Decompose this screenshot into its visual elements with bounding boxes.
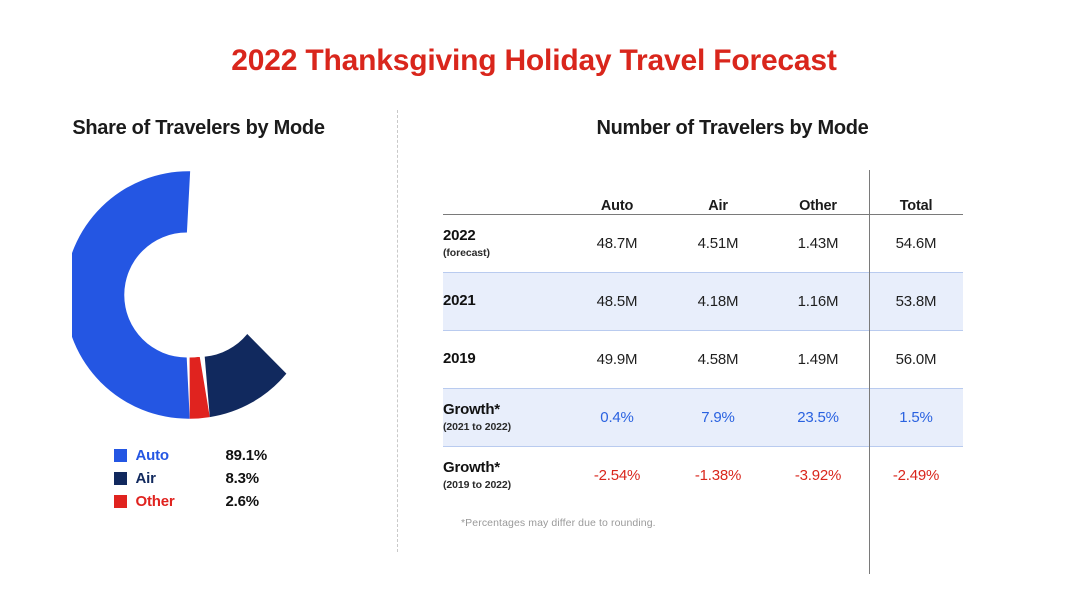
header-total: Total bbox=[899, 198, 933, 214]
legend-swatch-other bbox=[113, 495, 127, 508]
legend-label-air: Air bbox=[135, 470, 156, 487]
row-label-2022: 2022 (forecast) bbox=[443, 215, 565, 273]
travelers-table-wrap: Auto Air Other Total 2022 (forecast) 48.… bbox=[443, 168, 963, 574]
donut-legend: Auto 89.1% Air 8.3% Other 2.6% bbox=[113, 444, 284, 513]
row-label-main: Growth* bbox=[443, 459, 500, 477]
legend-item-air: Air 8.3% bbox=[113, 467, 284, 490]
cell-2021-auto: 48.5M bbox=[565, 272, 669, 331]
cell-growth2022-total: 1.5% bbox=[869, 388, 963, 447]
cell-2021-other: 1.16M bbox=[767, 272, 869, 331]
row-label-sub: (2019 to 2022) bbox=[443, 479, 512, 492]
row-label-main: 2022 bbox=[443, 227, 476, 245]
row-label-main: 2019 bbox=[443, 350, 476, 368]
cell-2022-other: 1.43M bbox=[797, 235, 839, 252]
cell-growth2019-air: -1.38% bbox=[694, 467, 742, 485]
cell-growth2022-auto: 0.4% bbox=[565, 388, 669, 447]
table-row: 2022 (forecast) 48.7M 4.51M 1.43M 54.6M bbox=[443, 215, 963, 273]
cell-2021-total: 53.8M bbox=[869, 272, 963, 331]
cell-2019-air: 4.58M bbox=[697, 351, 739, 368]
total-column-divider bbox=[869, 170, 870, 574]
legend-swatch-air bbox=[113, 472, 127, 485]
legend-value-air: 8.3% bbox=[225, 470, 260, 487]
cell-growth2019-total: -2.49% bbox=[892, 467, 940, 485]
row-label-2019: 2019 bbox=[443, 331, 565, 389]
legend-item-other: Other 2.6% bbox=[113, 490, 284, 513]
cell-growth2022-other: 23.5% bbox=[767, 388, 869, 447]
number-of-travelers-panel: Number of Travelers by Mode Auto Air Oth… bbox=[397, 105, 1068, 575]
cell-2022-auto: 48.7M bbox=[596, 235, 638, 252]
travelers-table: Auto Air Other Total 2022 (forecast) 48.… bbox=[443, 168, 963, 505]
donut-chart-svg bbox=[71, 171, 286, 419]
header-other: Other bbox=[799, 198, 837, 214]
header-auto: Auto bbox=[600, 198, 634, 214]
donut-hole bbox=[136, 233, 261, 357]
legend-value-auto: 89.1% bbox=[225, 447, 268, 464]
legend-label-other: Other bbox=[135, 493, 175, 510]
cell-2022-air: 4.51M bbox=[697, 235, 739, 252]
cell-growth2019-other: -3.92% bbox=[794, 467, 842, 485]
row-label-main: 2021 bbox=[443, 292, 476, 310]
row-label-2021: 2021 bbox=[443, 272, 565, 331]
cell-2021-air: 4.18M bbox=[669, 272, 767, 331]
row-label-growth-2021-2022: Growth* (2021 to 2022) bbox=[443, 388, 565, 447]
row-label-sub: (forecast) bbox=[443, 246, 490, 259]
donut-chart bbox=[71, 168, 326, 422]
donut-slice-air bbox=[203, 329, 286, 418]
cell-growth2022-air: 7.9% bbox=[669, 388, 767, 447]
share-of-travelers-panel: Share of Travelers by Mode Auto 89.1% Ai… bbox=[0, 105, 397, 565]
cell-2019-other: 1.49M bbox=[797, 351, 839, 368]
panel-divider bbox=[397, 110, 398, 552]
header-blank bbox=[443, 168, 565, 214]
legend-swatch-auto bbox=[113, 449, 127, 462]
row-label-growth-2019-2022: Growth* (2019 to 2022) bbox=[443, 447, 565, 505]
legend-value-other: 2.6% bbox=[225, 493, 260, 510]
share-panel-heading: Share of Travelers by Mode bbox=[72, 117, 325, 139]
table-footnote: *Percentages may differ due to rounding. bbox=[461, 516, 656, 529]
header-rule bbox=[443, 214, 963, 215]
table-header-row: Auto Air Other Total bbox=[443, 168, 963, 214]
cell-2022-total: 54.6M bbox=[895, 235, 937, 252]
cell-2019-total: 56.0M bbox=[895, 351, 937, 368]
table-row: 2019 49.9M 4.58M 1.49M 56.0M bbox=[443, 331, 963, 389]
table-row: Growth* (2019 to 2022) -2.54% -1.38% -3.… bbox=[443, 447, 963, 505]
page-title: 2022 Thanksgiving Holiday Travel Forecas… bbox=[231, 44, 837, 77]
row-label-sub: (2021 to 2022) bbox=[443, 420, 512, 433]
donut-slice-auto bbox=[71, 171, 190, 419]
donut-slice-other bbox=[189, 356, 210, 419]
header-air: Air bbox=[708, 198, 728, 214]
cell-growth2019-auto: -2.54% bbox=[593, 467, 641, 485]
number-panel-heading: Number of Travelers by Mode bbox=[596, 117, 869, 139]
table-row: 2021 48.5M 4.18M 1.16M 53.8M bbox=[443, 272, 963, 331]
legend-item-auto: Auto 89.1% bbox=[113, 444, 284, 467]
table-row: Growth* (2021 to 2022) 0.4% 7.9% 23.5% 1… bbox=[443, 388, 963, 447]
legend-label-auto: Auto bbox=[135, 447, 170, 464]
cell-2019-auto: 49.9M bbox=[596, 351, 638, 368]
row-label-main: Growth* bbox=[443, 401, 500, 419]
